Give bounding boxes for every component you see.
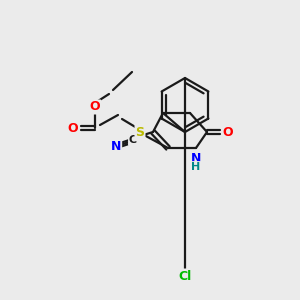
Text: Cl: Cl xyxy=(178,269,192,283)
Text: O: O xyxy=(90,100,100,113)
Text: H: H xyxy=(191,162,201,172)
Text: N: N xyxy=(111,140,121,154)
Text: C: C xyxy=(129,135,137,145)
Text: N: N xyxy=(191,152,201,164)
Text: O: O xyxy=(68,122,78,134)
Text: O: O xyxy=(223,125,233,139)
Text: S: S xyxy=(136,125,145,139)
